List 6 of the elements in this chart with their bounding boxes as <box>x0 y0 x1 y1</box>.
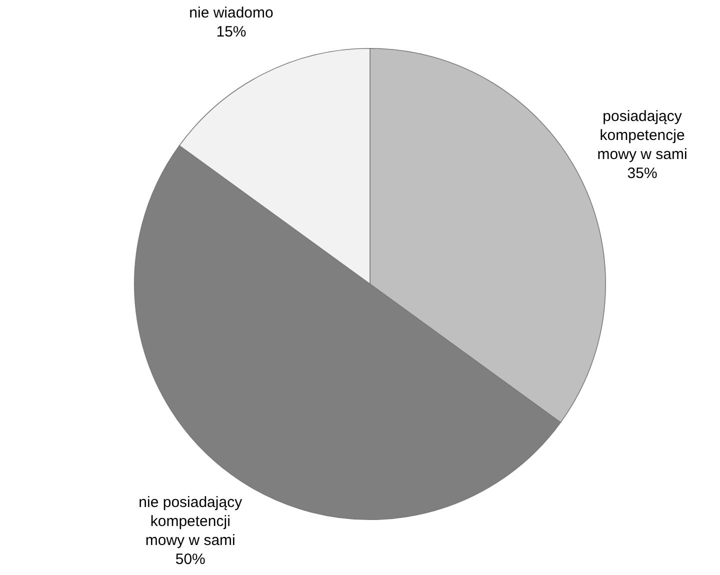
data-label: 35% <box>627 164 658 182</box>
data-label: 50% <box>175 550 206 568</box>
data-label: 15% <box>216 24 246 41</box>
slice-label: nie wiadomo <box>189 4 274 22</box>
slice-label: nie posiadający kompetencji mowy w sami <box>138 494 243 549</box>
slice-label: posiadający kompetencje mowy w sami <box>597 108 688 163</box>
